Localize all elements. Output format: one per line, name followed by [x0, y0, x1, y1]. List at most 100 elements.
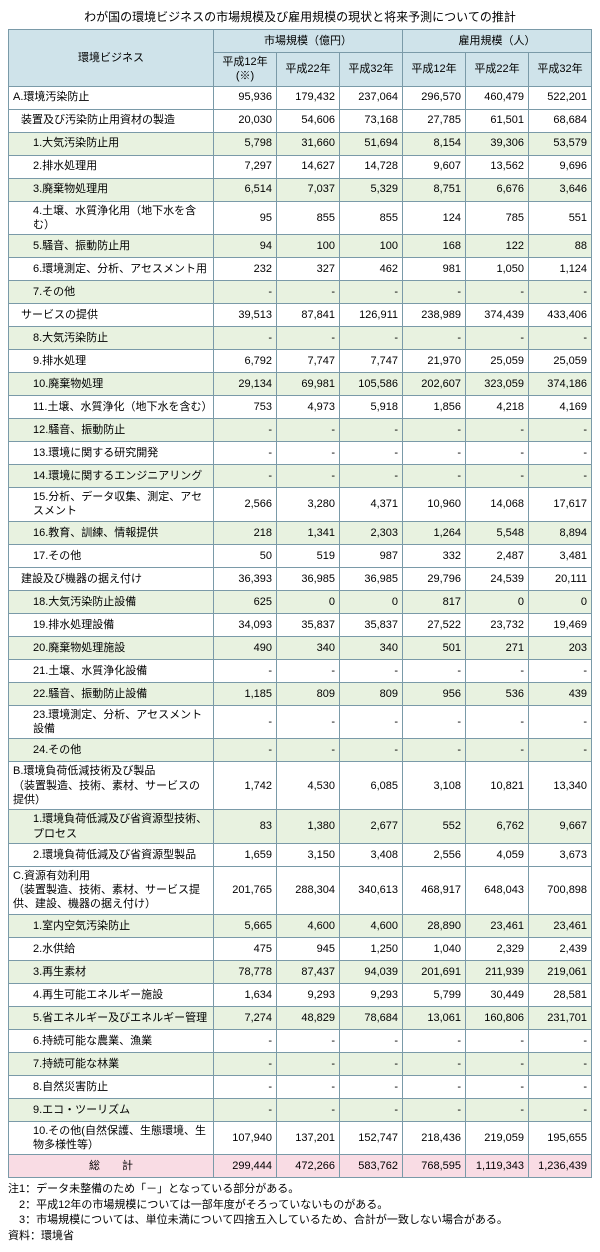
cell-value: -: [466, 739, 529, 762]
row-label: A.環境汚染防止: [9, 86, 214, 109]
table-row: B.環境負荷低減技術及び製品 （装置製造、技術、素材、サービスの提供）1,742…: [9, 762, 592, 810]
cell-value: 551: [529, 201, 592, 235]
cell-value: -: [277, 327, 340, 350]
cell-value: 3,408: [340, 843, 403, 866]
cell-value: 21,970: [403, 350, 466, 373]
cell-value: 9,667: [529, 810, 592, 844]
cell-value: -: [214, 1029, 277, 1052]
cell-value: 536: [466, 682, 529, 705]
table-row: 6.持続可能な農業、漁業------: [9, 1029, 592, 1052]
cell-value: 54,606: [277, 109, 340, 132]
cell-value: 30,449: [466, 983, 529, 1006]
cell-value: 23,461: [466, 914, 529, 937]
cell-value: 648,043: [466, 866, 529, 914]
cell-value: -: [340, 281, 403, 304]
cell-value: -: [403, 442, 466, 465]
cell-value: -: [529, 442, 592, 465]
cell-value: 124: [403, 201, 466, 235]
table-row: 1.室内空気汚染防止5,6654,6004,60028,89023,46123,…: [9, 914, 592, 937]
cell-value: -: [277, 1029, 340, 1052]
cell-value: 20,030: [214, 109, 277, 132]
cell-value: 1,185: [214, 682, 277, 705]
cell-value: 2,566: [214, 488, 277, 522]
cell-value: 203: [529, 636, 592, 659]
cell-value: 87,841: [277, 304, 340, 327]
cell-value: 323,059: [466, 373, 529, 396]
table-row: 4.再生可能エネルギー施設1,6349,2939,2935,79930,4492…: [9, 983, 592, 1006]
cell-value: 152,747: [340, 1121, 403, 1155]
cell-value: 5,799: [403, 983, 466, 1006]
header-year-col: 平成12年: [403, 53, 466, 87]
table-row: 22.騒音、振動防止設備1,185809809956536439: [9, 682, 592, 705]
cell-value: -: [214, 419, 277, 442]
table-row: 21.土壌、水質浄化設備------: [9, 659, 592, 682]
cell-value: 6,085: [340, 762, 403, 810]
cell-value: 195,655: [529, 1121, 592, 1155]
cell-value: 0: [340, 590, 403, 613]
cell-value: 179,432: [277, 86, 340, 109]
cell-value: 9,696: [529, 155, 592, 178]
table-row: 2.環境負荷低減及び省資源型製品1,6593,1503,4082,5564,05…: [9, 843, 592, 866]
cell-value: 522,201: [529, 86, 592, 109]
cell-value: 2,439: [529, 937, 592, 960]
cell-value: 201,691: [403, 960, 466, 983]
cell-value: 31,660: [277, 132, 340, 155]
cell-value: 218,436: [403, 1121, 466, 1155]
cell-value: 50: [214, 544, 277, 567]
row-label: 14.環境に関するエンジニアリング: [9, 465, 214, 488]
cell-value: 460,479: [466, 86, 529, 109]
cell-value: 6,762: [466, 810, 529, 844]
cell-value: -: [529, 419, 592, 442]
cell-value: -: [214, 281, 277, 304]
cell-value: 4,059: [466, 843, 529, 866]
cell-value: 232: [214, 258, 277, 281]
table-row: 10.廃棄物処理29,13469,981105,586202,607323,05…: [9, 373, 592, 396]
table-row: 5.省エネルギー及びエネルギー管理7,27448,82978,68413,061…: [9, 1006, 592, 1029]
header-year-col: 平成12年(※): [214, 53, 277, 87]
row-label: 10.廃棄物処理: [9, 373, 214, 396]
cell-value: 51,694: [340, 132, 403, 155]
table-row: 9.排水処理6,7927,7477,74721,97025,05925,059: [9, 350, 592, 373]
cell-value: 14,728: [340, 155, 403, 178]
row-label: 20.廃棄物処理施設: [9, 636, 214, 659]
row-label: 6.持続可能な農業、漁業: [9, 1029, 214, 1052]
cell-value: 1,742: [214, 762, 277, 810]
row-label: C.資源有効利用 （装置製造、技術、素材、サービス提供、建設、機器の据え付け）: [9, 866, 214, 914]
cell-value: -: [340, 465, 403, 488]
footnote-line: 3：市場規模については、単位未満について四捨五入しているため、合計が一致しない場…: [8, 1213, 592, 1228]
cell-value: 94: [214, 235, 277, 258]
total-value: 1,236,439: [529, 1155, 592, 1178]
cell-value: 4,600: [340, 914, 403, 937]
table-header: 環境ビジネス 市場規模（億円） 雇用規模（人） 平成12年(※)平成22年平成3…: [9, 30, 592, 87]
cell-value: 1,124: [529, 258, 592, 281]
cell-value: 5,548: [466, 521, 529, 544]
cell-value: -: [466, 465, 529, 488]
row-label: 17.その他: [9, 544, 214, 567]
cell-value: -: [466, 442, 529, 465]
cell-value: 374,186: [529, 373, 592, 396]
cell-value: 340: [277, 636, 340, 659]
cell-value: 809: [277, 682, 340, 705]
cell-value: -: [466, 281, 529, 304]
header-group-market: 市場規模（億円）: [214, 30, 403, 53]
cell-value: 29,134: [214, 373, 277, 396]
table-row: 17.その他505199873322,4873,481: [9, 544, 592, 567]
cell-value: 1,341: [277, 521, 340, 544]
row-label: 12.騒音、振動防止: [9, 419, 214, 442]
cell-value: -: [529, 1098, 592, 1121]
cell-value: 945: [277, 937, 340, 960]
cell-value: 433,406: [529, 304, 592, 327]
total-row: 総 計299,444472,266583,762768,5951,119,343…: [9, 1155, 592, 1178]
table-row: 5.騒音、振動防止用9410010016812288: [9, 235, 592, 258]
cell-value: -: [214, 465, 277, 488]
table-row: 11.土壌、水質浄化（地下水を含む）7534,9735,9181,8564,21…: [9, 396, 592, 419]
cell-value: 855: [340, 201, 403, 235]
cell-value: 288,304: [277, 866, 340, 914]
cell-value: 2,303: [340, 521, 403, 544]
cell-value: 78,778: [214, 960, 277, 983]
cell-value: 4,169: [529, 396, 592, 419]
row-label: 2.水供給: [9, 937, 214, 960]
cell-value: 219,059: [466, 1121, 529, 1155]
cell-value: 2,556: [403, 843, 466, 866]
table-row: 18.大気汚染防止設備6250081700: [9, 590, 592, 613]
